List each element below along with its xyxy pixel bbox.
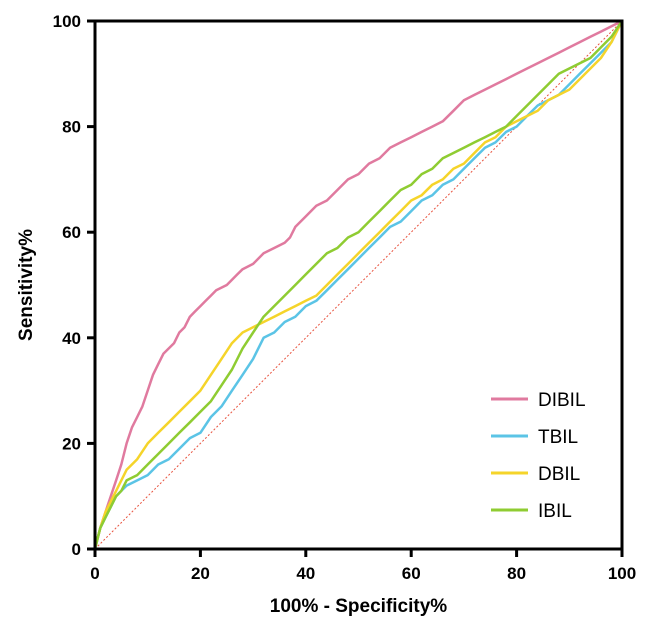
x-tick-label: 40 [296,564,315,583]
x-tick-label: 80 [507,564,526,583]
x-tick-label: 100 [608,564,636,583]
plot-frame [93,19,624,551]
x-tick-label: 60 [402,564,421,583]
tick-layer: 0 20 40 60 80 100 0 20 40 60 80 100 [53,12,637,583]
y-tick-label: 60 [62,223,81,242]
x-tick-label: 0 [90,564,99,583]
y-axis-title: Sensitivity% [16,229,37,341]
x-axis-title: 100% - Specificity% [270,596,448,617]
y-tick-label: 40 [62,329,81,348]
series-line-dibil [93,19,623,550]
legend-label-ibil: IBIL [538,501,572,522]
y-tick-label: 80 [62,118,81,137]
legend-label-dibil: DIBIL [538,390,586,411]
y-tick-label: 100 [53,12,81,31]
series-line-ibil [93,20,624,550]
legend: DIBIL TBIL DBIL IBIL [491,390,586,522]
x-tick-label: 20 [191,564,210,583]
series-line-dbil [93,20,624,550]
legend-label-tbil: TBIL [538,427,578,448]
y-tick-label: 0 [72,540,81,559]
series-layer [93,19,624,550]
legend-label-dbil: DBIL [538,464,580,485]
y-tick-label: 20 [62,434,81,453]
